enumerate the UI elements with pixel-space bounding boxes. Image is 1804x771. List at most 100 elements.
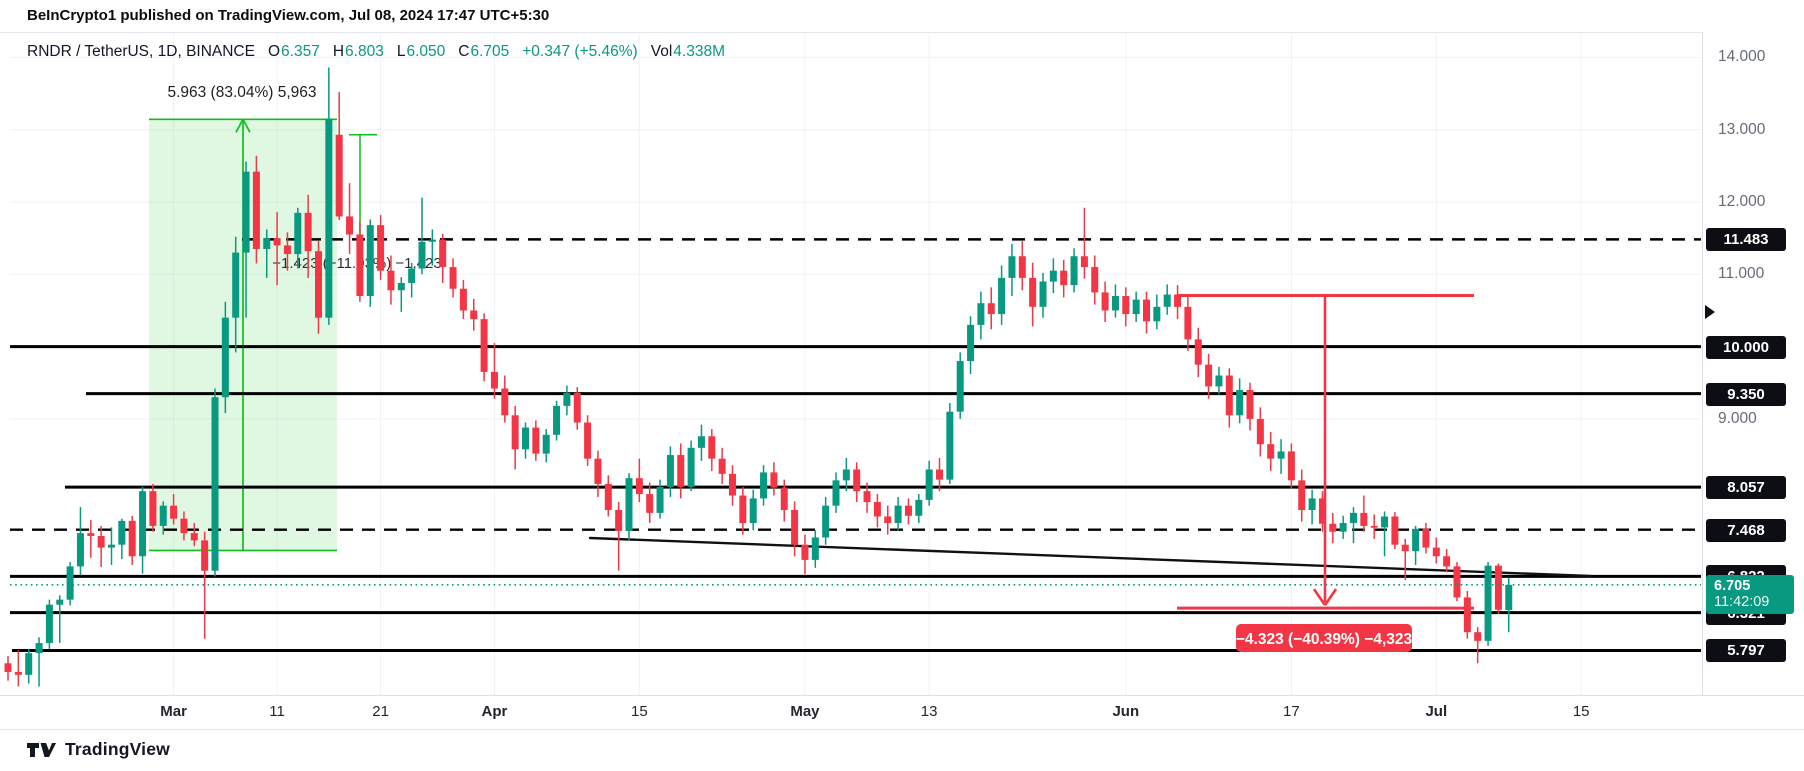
candle-body — [56, 599, 64, 605]
candle-body — [729, 473, 736, 496]
candle-body — [853, 469, 861, 492]
candlestick-chart[interactable]: 5.963 (83.04%) 5,963−1.423 (−11.03%) −1,… — [0, 32, 1702, 695]
candle-body — [283, 245, 291, 255]
candle-body — [1018, 256, 1026, 278]
time-axis[interactable]: Mar 11 21 Apr 15 May 13 Jun 17 Jul 15 — [0, 695, 1804, 730]
candle-body — [480, 319, 488, 372]
candle-body — [615, 509, 623, 531]
candle-body — [780, 487, 788, 510]
candle-body — [87, 533, 95, 537]
candle-body — [377, 225, 385, 271]
candle-body — [1205, 364, 1213, 387]
candle-body — [1287, 451, 1295, 481]
time-axis-label: 15 — [631, 703, 648, 720]
chart-pane[interactable]: 5.963 (83.04%) 5,963−1.423 (−11.03%) −1,… — [0, 32, 1702, 695]
candle-body — [832, 480, 840, 506]
candle-body — [1360, 512, 1368, 526]
candle-body — [563, 392, 571, 406]
candle-body — [708, 436, 716, 459]
candle-body — [936, 469, 943, 480]
symbol-legend[interactable]: RNDR / TetherUS, 1D, BINANCE O 6.357 H 6.8… — [27, 43, 725, 61]
current-price-value: 6.705 — [1714, 577, 1751, 594]
candle-body — [770, 472, 778, 488]
price-level-badge: 8.057 — [1706, 476, 1786, 500]
candle-body — [677, 455, 685, 487]
candle-body — [149, 491, 157, 526]
price-axis-label: 9.000 — [1718, 409, 1757, 427]
candle-body — [1381, 516, 1389, 528]
candle-body — [459, 288, 467, 311]
candle-body — [366, 225, 374, 296]
price-axis[interactable]: 14.000 13.000 12.000 11.000 9.000 11.483 10.00… — [1702, 32, 1804, 695]
candle-body — [1153, 306, 1161, 322]
candle-body — [294, 212, 302, 255]
candle-body — [822, 505, 830, 538]
candle-body — [139, 491, 147, 557]
time-axis-label: 21 — [372, 703, 389, 720]
candle-body — [501, 388, 509, 416]
candle-body — [170, 505, 178, 519]
candle-body — [625, 478, 633, 531]
candle-body — [201, 540, 209, 571]
drop-arrow-head-icon — [1312, 588, 1338, 606]
candle-body — [760, 472, 768, 499]
candle-body — [439, 239, 447, 268]
time-axis-label: 13 — [920, 703, 938, 720]
price-axis-label: 12.000 — [1718, 193, 1766, 210]
candle-body — [656, 486, 664, 513]
price-axis-label: 14.000 — [1718, 48, 1766, 66]
candle-body — [811, 537, 819, 560]
candle-body — [801, 544, 809, 560]
time-axis-label: Mar — [160, 703, 187, 720]
time-axis-label: 15 — [1572, 703, 1590, 720]
candle-body — [904, 505, 912, 516]
candle-body — [594, 458, 602, 484]
candle-body — [66, 566, 74, 600]
candle-body — [25, 653, 33, 675]
time-axis-label: 17 — [1283, 703, 1300, 720]
candle-body — [915, 499, 923, 516]
candle-body — [1391, 516, 1399, 545]
candle-body — [1401, 544, 1409, 552]
candle-body — [211, 397, 219, 571]
candle-body — [263, 238, 271, 249]
candle-body — [1122, 295, 1130, 315]
candle-body — [1070, 256, 1078, 286]
volume: Vol 4.338M — [650, 43, 725, 60]
gain-arrow-head-icon — [235, 118, 251, 133]
candle-body — [977, 303, 985, 325]
candle-body — [1308, 498, 1316, 510]
candle-body — [108, 544, 115, 548]
candle-body — [739, 495, 747, 524]
candle-body — [1236, 389, 1244, 416]
price-axis-label: 11.000 — [1718, 265, 1765, 283]
candle-body — [511, 415, 519, 450]
candle-body — [346, 216, 354, 235]
time-axis-label: May — [790, 703, 820, 720]
candle-body — [553, 405, 561, 435]
candle-body — [242, 171, 250, 253]
candle-body — [1329, 523, 1337, 532]
candle-body — [190, 533, 198, 541]
candle-body — [1215, 375, 1223, 387]
time-axis-label: Apr — [481, 703, 508, 720]
candle-body — [1080, 256, 1088, 268]
candle-body — [45, 604, 53, 644]
candle-body — [232, 252, 240, 318]
candle-body — [1350, 512, 1357, 524]
tradingview-brand-text[interactable]: TradingView — [65, 739, 170, 759]
candle-body — [356, 234, 364, 296]
candle-body — [1422, 528, 1430, 548]
candle-body — [1256, 418, 1264, 445]
drop-measure-badge — [1236, 624, 1412, 652]
candle-body — [273, 238, 281, 246]
candle-body — [666, 455, 674, 487]
symbol-title[interactable]: RNDR / TetherUS, 1D, BINANCE — [27, 43, 255, 60]
candle-body — [925, 469, 933, 500]
candle-body — [687, 447, 695, 487]
candle-body — [1277, 451, 1285, 459]
candle-body — [1484, 565, 1492, 641]
candle-body — [76, 533, 84, 567]
time-axis-label: 11 — [269, 703, 285, 720]
candle-body — [1091, 267, 1099, 293]
